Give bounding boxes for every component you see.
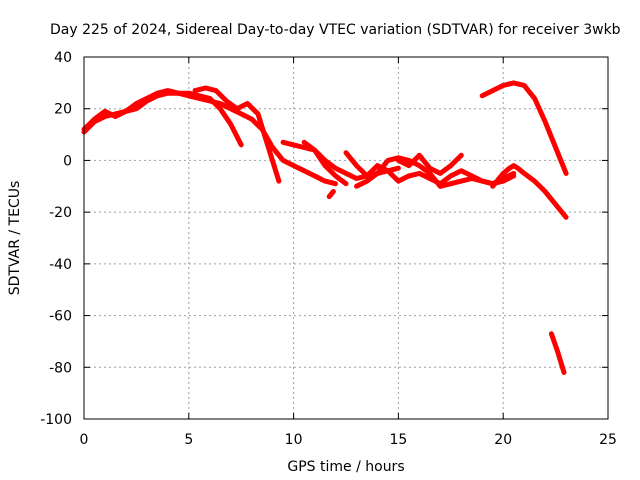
grid [84, 57, 608, 419]
x-tick-label: 20 [494, 432, 512, 448]
y-tick-label: -100 [40, 412, 72, 428]
y-axis-label: SDTVAR / TECUs [7, 181, 23, 296]
y-tick-label: 0 [63, 153, 72, 169]
y-tick-label: 40 [54, 50, 72, 66]
x-tick-label: 25 [599, 432, 617, 448]
plot-frame [83, 56, 609, 420]
x-tick-label: 10 [285, 432, 303, 448]
series-line-trace-11 [479, 80, 569, 176]
series-line-trace-3 [192, 85, 282, 184]
y-tick-label: 20 [54, 102, 72, 118]
series-line-trace-9 [326, 189, 336, 200]
data-series [81, 80, 569, 375]
series-line-trace-10 [490, 163, 569, 220]
series-line-trace-7 [354, 155, 517, 189]
axis-ticks: -100 -80 -60 -40 -20 0 20 40 0 5 10 15 20 25 [40, 50, 617, 448]
x-tick-label: 0 [80, 432, 89, 448]
series-line-trace-2 [81, 88, 244, 148]
chart-title: Day 225 of 2024, Sidereal Day-to-day VTE… [50, 22, 621, 38]
series-line-trace-5 [301, 139, 401, 181]
series-line-trace-12 [548, 331, 567, 375]
x-tick-label: 15 [389, 432, 407, 448]
series-line-trace-8 [395, 152, 464, 176]
y-tick-label: -80 [49, 360, 72, 376]
x-axis-label: GPS time / hours [287, 459, 404, 475]
y-tick-label: -20 [49, 205, 72, 221]
y-tick-label: -60 [49, 309, 72, 325]
y-tick-label: -40 [49, 257, 72, 273]
x-tick-label: 5 [184, 432, 193, 448]
